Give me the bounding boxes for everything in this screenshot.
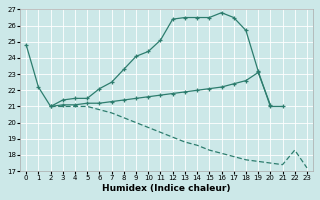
X-axis label: Humidex (Indice chaleur): Humidex (Indice chaleur): [102, 184, 231, 193]
